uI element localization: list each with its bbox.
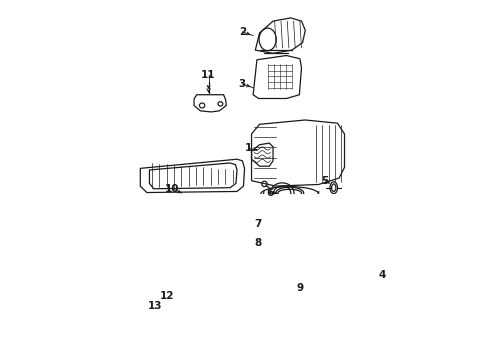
Text: 2: 2 — [238, 27, 245, 37]
Text: 7: 7 — [254, 219, 261, 229]
Text: 10: 10 — [165, 184, 180, 194]
Text: 6: 6 — [266, 188, 273, 198]
Text: 3: 3 — [238, 79, 245, 89]
Text: 12: 12 — [160, 291, 174, 301]
Text: 1: 1 — [244, 144, 252, 153]
Text: 13: 13 — [147, 301, 162, 311]
Text: 9: 9 — [296, 283, 303, 293]
Text: 4: 4 — [378, 270, 385, 280]
Text: 5: 5 — [321, 176, 328, 186]
Text: 8: 8 — [254, 238, 261, 248]
Text: 11: 11 — [201, 70, 215, 80]
